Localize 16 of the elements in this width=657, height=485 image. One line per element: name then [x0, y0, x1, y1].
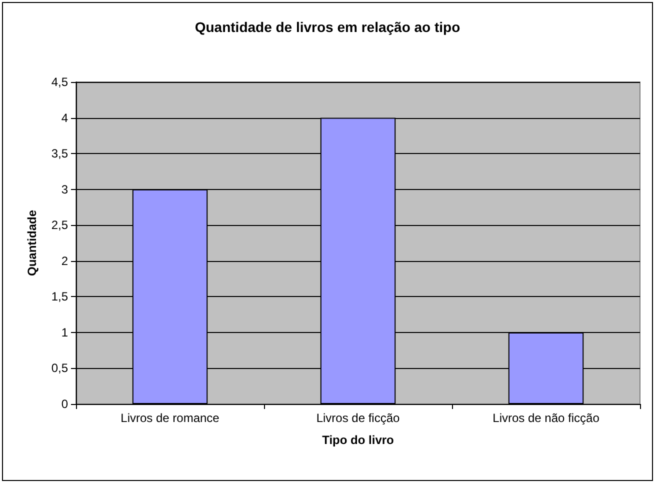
y-tick-label: 3 [61, 182, 68, 196]
y-tick-label: 3,5 [51, 146, 68, 161]
y-tick-label: 4,5 [51, 75, 68, 89]
y-tick-label: 2,5 [51, 218, 68, 232]
y-tick-label: 1,5 [51, 290, 68, 304]
y-tick-label: 2 [61, 254, 68, 268]
y-tick-label: 0 [61, 397, 68, 411]
chart-title: Quantidade de livros em relação ao tipo [194, 19, 460, 35]
x-tick-label: Livros de não ficção [492, 411, 600, 425]
x-axis-title: Tipo do livro [322, 433, 394, 447]
y-tick-label: 0,5 [51, 361, 68, 376]
y-axis-title: Quantidade [25, 210, 39, 276]
y-tick-label: 1 [61, 325, 68, 340]
y-tick-label: 4 [61, 110, 68, 125]
x-tick-label: Livros de romance [120, 411, 220, 425]
x-tick-label: Livros de ficção [316, 411, 400, 425]
